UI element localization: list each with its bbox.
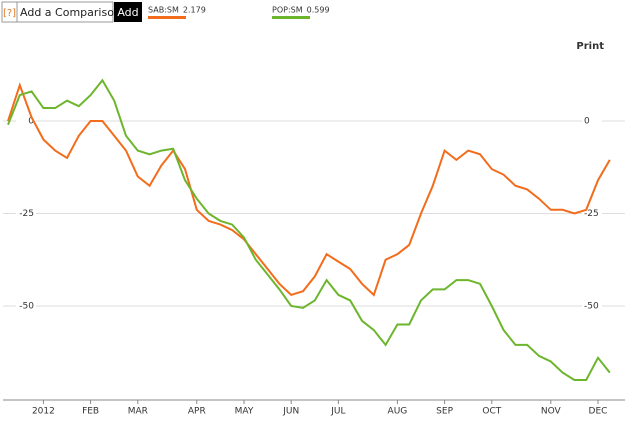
compare-label[interactable]: Add a Comparison xyxy=(20,6,121,19)
legend-name: SAB:SM xyxy=(148,6,179,15)
legend-swatch xyxy=(148,16,186,19)
print[interactable]: Print xyxy=(576,41,604,52)
x-tick-label: AUG xyxy=(388,407,408,417)
x-tick-label: SEP xyxy=(436,407,453,417)
add-button[interactable] xyxy=(114,2,142,22)
x-tick-label: MAR xyxy=(128,407,148,417)
x-tick-label: 2012 xyxy=(32,407,55,417)
y-tick-label: -25 xyxy=(584,209,599,219)
tick-bg xyxy=(582,207,602,220)
series-line xyxy=(7,82,611,297)
y-tick-label: -50 xyxy=(584,302,599,312)
y-tick-label: -25 xyxy=(19,209,34,219)
tick-bg xyxy=(582,300,602,312)
legend-value: 2.179 xyxy=(183,6,206,15)
x-tick-label: MAY xyxy=(235,407,254,417)
tick-bg xyxy=(582,115,602,127)
tick-bg xyxy=(16,207,36,220)
y-tick-label: -50 xyxy=(19,302,34,312)
y-tick-label: 0 xyxy=(28,117,34,127)
x-tick-label: OCT xyxy=(482,407,501,417)
legend-value: 0.599 xyxy=(307,6,330,15)
x-tick-label: DEC xyxy=(589,407,608,417)
help[interactable]: [?] xyxy=(3,8,16,19)
tick-bg xyxy=(16,300,36,312)
x-tick-label: APR xyxy=(188,407,206,417)
x-tick-label: NOV xyxy=(541,407,562,417)
x-tick-label: JUN xyxy=(282,407,299,417)
x-tick-label: JUL xyxy=(330,407,345,417)
legend-name: POP:SM xyxy=(272,6,303,15)
add-label[interactable]: Add xyxy=(117,6,138,19)
legend-swatch xyxy=(272,16,310,19)
y-tick-label: 0 xyxy=(584,117,590,127)
x-tick-label: FEB xyxy=(82,407,99,417)
series-line xyxy=(7,78,611,381)
compare-input[interactable] xyxy=(16,1,114,23)
